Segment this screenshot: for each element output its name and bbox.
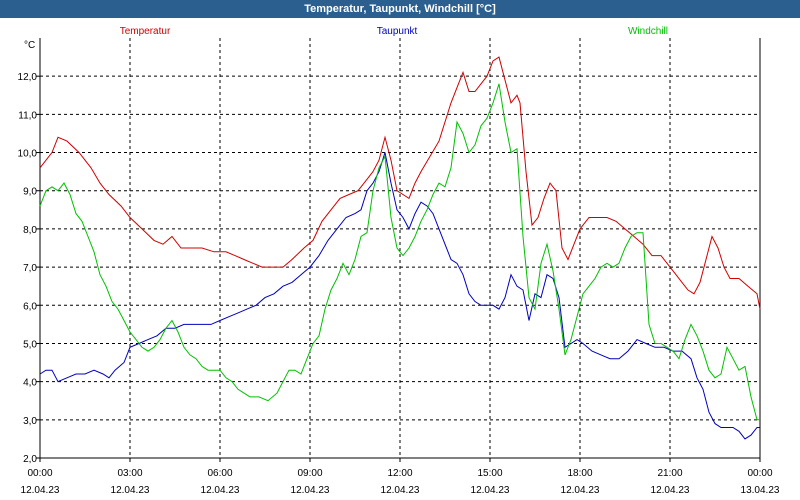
y-tick-label: 12,0 [18,72,38,83]
x-tick-time: 00:00 [747,468,772,479]
x-tick-time: 12:00 [387,468,412,479]
x-tick-time: 21:00 [657,468,682,479]
y-axis: 2,0 3,0 4,0 5,0 6,0 7,0 8,0 9,0 10,0 11,0 12,0 °C [18,40,40,465]
x-tick-date: 12.04.23 [201,485,240,496]
y-tick-label: 5,0 [23,339,37,350]
y-tick-label: 2,0 [23,454,37,465]
y-tick-label: 4,0 [23,378,37,389]
y-tick-label: 10,0 [18,149,38,160]
x-tick-date: 12.04.23 [21,485,60,496]
x-tick-date: 12.04.23 [471,485,510,496]
x-tick-time: 09:00 [297,468,322,479]
window-title: Temperatur, Taupunkt, Windchill [°C] [0,0,800,18]
series-lines [39,56,761,440]
y-tick-label: 7,0 [23,263,37,274]
x-tick-time: 00:00 [27,468,52,479]
y-tick-label: 8,0 [23,225,37,236]
x-tick-time: 18:00 [567,468,592,479]
legend-temperatur: Temperatur [120,26,171,37]
x-tick-date: 12.04.23 [651,485,690,496]
x-tick-date: 12.04.23 [111,485,150,496]
x-tick-date: 12.04.23 [291,485,330,496]
y-tick-label: 9,0 [23,187,37,198]
y-tick-label: 6,0 [23,301,37,312]
legend-taupunkt: Taupunkt [377,26,418,37]
x-tick-date: 12.04.23 [561,485,600,496]
y-tick-label: 11,0 [18,110,37,121]
series-line-temperatur [39,56,761,310]
x-tick-date: 13.04.23 [741,485,780,496]
grid-lines [40,38,760,458]
y-axis-label: °C [24,40,35,51]
x-tick-time: 15:00 [477,468,502,479]
legend: Temperatur Taupunkt Windchill [120,26,668,37]
legend-windchill: Windchill [628,26,668,37]
series-line-windchill [39,83,760,421]
x-axis: 00:00 12.04.23 03:00 12.04.23 06:00 12.04.23 0… [21,458,780,496]
x-tick-date: 12.04.23 [381,485,420,496]
x-tick-time: 03:00 [117,468,142,479]
series-line-taupunkt [39,152,760,440]
y-tick-label: 3,0 [23,416,37,427]
x-tick-time: 06:00 [207,468,232,479]
chart-area: 2,0 3,0 4,0 5,0 6,0 7,0 8,0 9,0 10,0 11,0 12,0 °C 0… [18,26,780,496]
